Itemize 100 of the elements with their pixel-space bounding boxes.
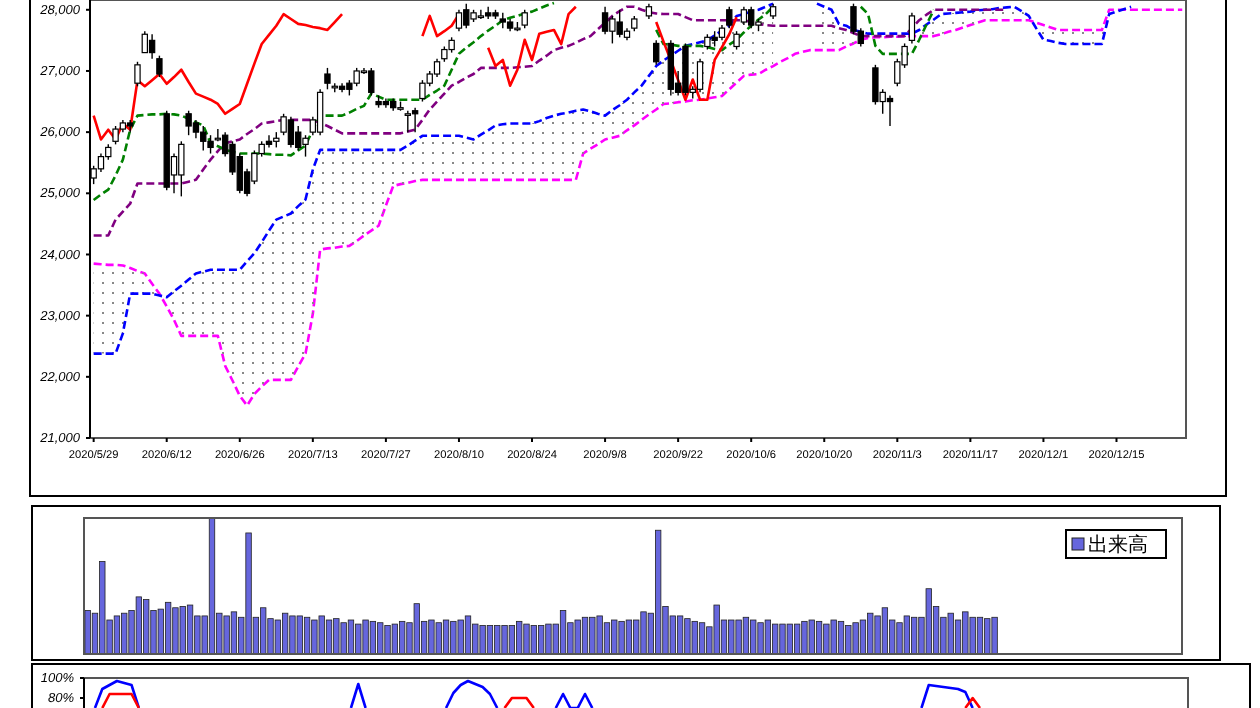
bar [223, 615, 230, 654]
bar [289, 615, 296, 654]
bar [457, 619, 464, 654]
candlestick [200, 125, 207, 152]
candlestick [353, 67, 360, 87]
bar [625, 619, 633, 654]
bar [479, 625, 486, 654]
candlestick [134, 61, 141, 87]
bar [559, 610, 567, 654]
bar [655, 529, 662, 654]
line-series [92, 5, 1009, 237]
bar [603, 622, 611, 654]
candlestick [192, 119, 200, 139]
bar [735, 619, 742, 654]
bar [523, 623, 530, 654]
bar [786, 623, 793, 654]
bar [384, 625, 391, 654]
bar [837, 620, 845, 654]
bar [143, 599, 150, 654]
candlestick [521, 9, 528, 29]
candlestick [455, 9, 463, 32]
candlestick [463, 2, 470, 29]
bar [340, 622, 347, 654]
bar [391, 623, 398, 654]
bar [574, 619, 581, 654]
candlestick [316, 88, 324, 136]
bar [281, 612, 289, 654]
candlestick [601, 6, 609, 35]
bar [347, 619, 355, 654]
bar [954, 619, 962, 654]
bar [757, 622, 764, 654]
bar [311, 619, 318, 654]
bar [450, 620, 457, 654]
bar [969, 616, 976, 654]
bar [618, 620, 625, 654]
candlestick [178, 140, 185, 198]
bar [230, 611, 238, 654]
bar [581, 616, 589, 654]
candlestick [747, 6, 755, 29]
bar [369, 620, 377, 654]
bar [728, 619, 735, 654]
candlestick [302, 134, 309, 158]
candlestick [696, 58, 704, 94]
candlestick [382, 97, 390, 109]
bar [991, 616, 998, 654]
candlestick [236, 152, 243, 195]
bar [859, 619, 867, 654]
bar [172, 607, 179, 654]
bar [508, 625, 516, 654]
bar [640, 611, 647, 654]
bar [208, 518, 216, 654]
bar [413, 603, 420, 654]
candlestick [477, 9, 485, 20]
bar [121, 612, 128, 654]
candlestick [141, 30, 148, 54]
bar [742, 616, 750, 654]
bar [442, 619, 450, 654]
bar [764, 619, 771, 654]
candlestick [368, 67, 375, 97]
candlestick [411, 106, 419, 133]
bar [976, 616, 984, 654]
bar [428, 619, 435, 654]
bar [713, 604, 720, 654]
bar [881, 607, 889, 654]
bar [962, 611, 969, 654]
candlestick [682, 42, 689, 97]
bar [530, 625, 537, 654]
candlestick [872, 64, 879, 106]
candlestick [908, 12, 916, 45]
bar [179, 606, 186, 654]
bar [903, 615, 910, 654]
bar [472, 623, 479, 654]
bar [633, 619, 640, 654]
bar [377, 622, 384, 654]
bar [698, 622, 706, 654]
bar [801, 620, 808, 654]
bar [537, 625, 545, 654]
bar [808, 619, 815, 654]
bar [296, 615, 303, 654]
bar [684, 618, 691, 654]
candlestick [295, 125, 302, 152]
bar [793, 623, 801, 654]
candlestick [287, 116, 295, 149]
bar [589, 616, 596, 654]
candlestick [886, 94, 894, 127]
candlestick [433, 58, 441, 78]
candlestick [404, 110, 412, 133]
bar [113, 615, 121, 654]
bar [435, 622, 442, 654]
bar [516, 620, 523, 654]
bar [99, 561, 106, 654]
bar [362, 619, 369, 654]
bar [501, 625, 508, 654]
candlestick [653, 39, 660, 66]
bar [925, 588, 932, 654]
bar [245, 532, 252, 654]
bar [355, 623, 362, 654]
bar [911, 616, 918, 654]
bar [84, 610, 91, 654]
bar [823, 623, 830, 654]
